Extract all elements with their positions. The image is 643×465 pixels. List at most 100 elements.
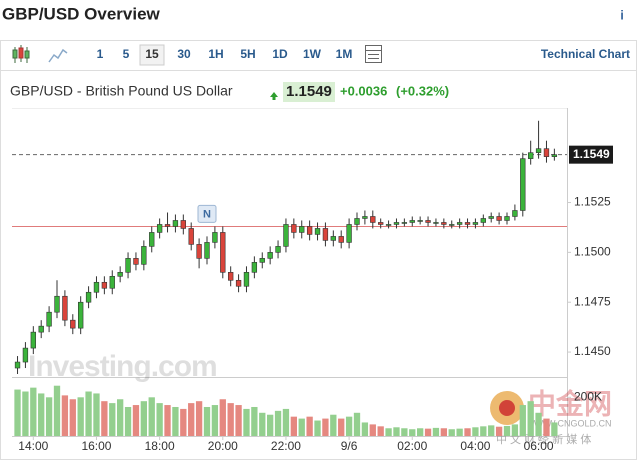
candle-body [504,216,510,221]
volume-bar [188,403,195,436]
candle-body [528,152,534,159]
candle-body [512,210,518,217]
interval-button[interactable]: 5H [240,47,255,61]
volume-bar [472,427,479,436]
news-marker[interactable] [197,204,217,223]
candle-body [30,331,36,349]
candle-body [204,242,210,259]
candle-body [188,228,194,245]
volume-bar [345,416,353,436]
volume-bar [156,403,163,436]
volume-bar [195,401,203,436]
candle-body [267,252,273,259]
watermark: Investing.com [28,350,217,383]
candle-body [283,224,289,247]
candle-body [172,220,179,227]
candle-body [196,244,202,259]
candle-icon[interactable] [12,45,30,63]
y-tick-label: 1.1525 [574,195,611,209]
volume-bar [432,427,440,436]
volume-bar [424,428,432,436]
candle-body [38,325,44,333]
technical-chart-link[interactable]: Technical Chart [541,47,630,61]
volume-bar [527,401,534,436]
news-marker-label[interactable]: N [203,208,211,220]
candle-body [70,319,76,329]
volume-bar [124,406,132,436]
logo-name: 中金网 [528,387,612,419]
volume-bar [77,397,84,436]
candle-body [156,224,163,233]
interval-button[interactable]: 5 [123,47,130,61]
x-tick-label: 9/6 [341,439,358,453]
volume-bar [480,426,487,436]
interval-button[interactable]: 15 [145,47,159,61]
candle-body [496,216,502,221]
x-tick-label: 04:00 [460,439,490,453]
interval-button[interactable]: 1 [97,47,104,61]
candle-body [417,220,423,222]
candle-body [322,228,329,241]
volume-bar [219,399,226,436]
volume-bar [282,408,290,436]
candle-body [330,236,336,241]
interval-active[interactable] [139,44,165,66]
volume-bar [45,397,53,436]
info-button[interactable] [611,6,633,26]
interval-button[interactable]: 1M [336,47,353,61]
volume-bar [353,412,361,436]
candle-body [259,258,265,263]
volume-bar [117,399,124,436]
candle-body [488,216,494,219]
volume-bar [274,410,282,436]
candle-body [85,291,92,303]
volume-bar [306,416,313,436]
candle-body [22,347,29,363]
logo-url: WWW.CNGOLD.CN [530,418,612,428]
info-icon[interactable]: i [620,7,624,22]
candle-body [362,216,368,219]
candle-body [385,224,392,226]
volume-bar [535,412,542,436]
candle-body [125,258,131,273]
volume-bar [543,418,550,436]
volume-bar [338,418,345,436]
volume-bar [267,414,274,436]
volume-bar [519,405,526,436]
volume-bar [361,422,369,436]
volume-bar [132,405,140,436]
interval-button[interactable]: 30 [177,47,191,61]
volume-bar [85,391,92,436]
volume-bar [298,418,305,436]
quote-name: GBP/USD - British Pound US Dollar [10,83,233,99]
price-highlight [283,82,335,102]
candle-body [370,216,376,223]
interval-button[interactable]: 1H [208,47,223,61]
interval-button[interactable]: 1D [272,47,288,61]
area-icon[interactable] [48,48,68,63]
candle-body [354,218,360,225]
widget-title: GBP/USD Overview [2,4,161,23]
x-tick-label: 02:00 [397,439,427,453]
table-icon[interactable] [365,45,382,63]
candle-body [346,224,352,243]
volume-bar [488,425,495,436]
candle-body [378,222,384,225]
interval-button[interactable]: 1W [303,47,322,61]
volume-bar [290,416,297,436]
volume-bar [377,426,384,436]
volume-bar [227,403,234,436]
candle-body [464,222,471,225]
candle-body [480,218,486,223]
candle-body [409,220,415,223]
candle-body [62,295,68,321]
volume-bar [38,393,45,436]
volume-bar [109,403,116,436]
volume-bar [448,429,455,436]
last-price-label: 1.1549 [573,147,610,161]
x-tick-label: 22:00 [271,439,301,453]
volume-bar [140,401,147,436]
volume-bar [456,428,463,436]
candle-body [275,246,281,253]
volume-bar [61,395,69,436]
